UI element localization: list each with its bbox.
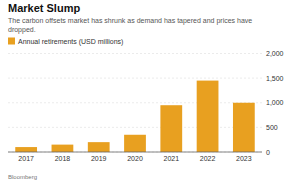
grid-line [8, 152, 262, 153]
grid [8, 54, 262, 153]
title: Market Slump [8, 2, 80, 14]
bar [124, 135, 146, 152]
grid-line [8, 78, 262, 79]
x-tick-label: 2021 [163, 155, 179, 162]
bar [160, 105, 182, 152]
y-tick-label: 1,500 [266, 75, 284, 82]
bar [15, 147, 37, 152]
bar [88, 142, 110, 152]
grid-line [8, 127, 262, 128]
y-tick-label: 1,000 [266, 99, 284, 106]
bar [233, 103, 255, 152]
y-tick-label: 0 [266, 149, 270, 156]
x-tick-label: 2022 [200, 155, 216, 162]
subtitle: The carbon offsets market has shrunk as … [8, 17, 252, 34]
y-tick-label: 2,000 [266, 50, 284, 57]
x-axis-line [8, 152, 262, 153]
x-tick-label: 2018 [55, 155, 71, 162]
source: Bloomberg [8, 174, 37, 180]
legend-label: Annual retirements (USD millions) [18, 38, 123, 46]
x-tick-label: 2019 [91, 155, 107, 162]
bar [197, 81, 219, 152]
x-tick-label: 2020 [127, 155, 143, 162]
x-tick-label: 2017 [18, 155, 34, 162]
y-tick-label: 500 [266, 124, 278, 131]
grid-line [8, 53, 262, 54]
chart: Market Slump The carbon offsets market ha… [0, 0, 300, 182]
bar [52, 145, 74, 152]
bars [15, 81, 254, 152]
x-tick-label: 2023 [236, 155, 252, 162]
legend-swatch [8, 38, 15, 45]
grid-line [8, 102, 262, 103]
